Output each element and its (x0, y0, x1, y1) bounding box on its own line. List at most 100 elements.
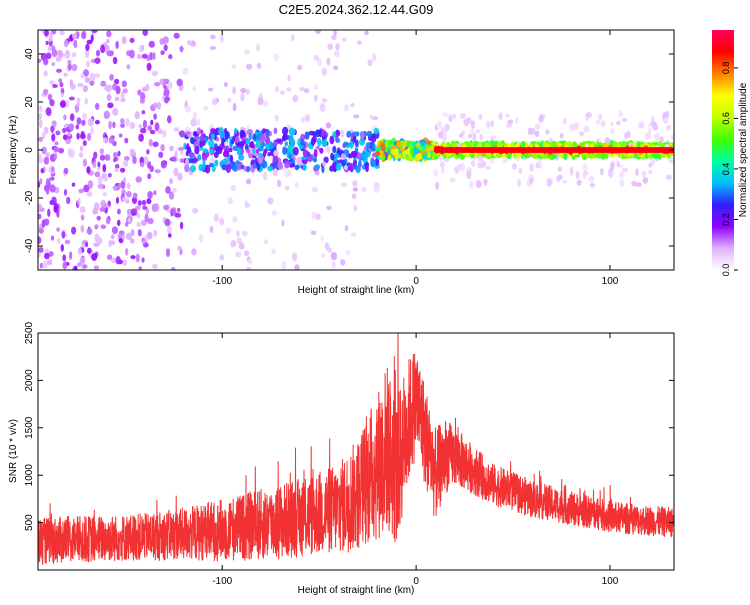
heatmap-cell (442, 112, 449, 117)
heatmap-cell (371, 142, 376, 152)
heatmap-cell (87, 247, 92, 254)
heatmap-cell (50, 125, 55, 133)
colorbar-gradient (712, 30, 734, 270)
heatmap-cell (59, 30, 65, 36)
heatmap-cell (331, 260, 336, 270)
heatmap-cell (239, 129, 246, 138)
colorbar-ticks: 0.0 0.2 0.4 0.6 0.8 (721, 62, 738, 276)
heatmap-cell (575, 170, 580, 180)
heatmap-cell (410, 147, 414, 156)
heatmap-cell (294, 182, 299, 188)
heatmap-cell (330, 252, 338, 261)
heatmap-cell (204, 164, 211, 174)
heatmap-cell (80, 224, 85, 233)
heatmap-cell (582, 171, 587, 180)
heatmap-cell (604, 151, 609, 160)
snr-y-tick-label: 2500 (24, 321, 35, 344)
heatmap-cell (87, 117, 94, 127)
heatmap-cell (236, 147, 242, 156)
heatmap-cell (168, 54, 173, 60)
heatmap-cell (374, 151, 381, 157)
heatmap-cell (96, 215, 101, 221)
heatmap-cell (143, 156, 149, 165)
heatmap-cell (118, 133, 123, 138)
heatmap-cell (175, 212, 182, 218)
heatmap-cell (596, 151, 602, 159)
heatmap-cell (52, 84, 58, 88)
heatmap-cell (130, 255, 136, 260)
heatmap-cell (490, 135, 497, 141)
heatmap-cell (125, 232, 133, 240)
heatmap-cell (356, 40, 362, 45)
heatmap-cell (68, 123, 75, 129)
heatmap-cell (171, 207, 177, 216)
heatmap-cell (246, 178, 252, 185)
heatmap-cell (95, 102, 100, 110)
heatmap-cell (38, 236, 42, 245)
heatmap-cell (121, 80, 127, 88)
heatmap-cell (113, 157, 117, 163)
heatmap-cell (111, 257, 117, 264)
heatmap-cell (454, 165, 460, 174)
heatmap-cell (436, 120, 443, 130)
heatmap-cell (126, 182, 131, 190)
heatmap-cell (468, 180, 474, 190)
heatmap-cell (123, 156, 130, 161)
heatmap-cell (82, 113, 87, 120)
heatmap-cell (147, 191, 153, 199)
heatmap-cell (599, 168, 604, 176)
heatmap-cell (56, 68, 62, 73)
heatmap-cell (219, 217, 225, 226)
heatmap-cell (153, 190, 157, 196)
heatmap-cell (303, 88, 310, 94)
heatmap-cell (466, 117, 472, 125)
heatmap-cell (120, 91, 125, 99)
heatmap-cell (49, 99, 55, 107)
heatmap-cell (75, 124, 80, 130)
heatmap-cell (244, 202, 251, 208)
heatmap-cell (529, 178, 533, 185)
chart-title: C2E5.2024.362.12.44.G09 (279, 2, 434, 17)
heatmap-cell (373, 127, 379, 135)
snr-panel: -100 0 100 500 1000 1500 2000 2500 Height of s… (8, 321, 675, 596)
heatmap-cell (448, 114, 453, 123)
heatmap-cell (579, 131, 585, 136)
heatmap-cell (292, 94, 299, 103)
heatmap-cell (77, 247, 82, 256)
heatmap-cell (314, 164, 321, 170)
heatmap-cell (204, 135, 208, 143)
heatmap-cell (136, 213, 141, 219)
heatmap-cell (294, 164, 300, 171)
heatmap-cell (146, 198, 152, 205)
snr-frame (37, 332, 675, 571)
heatmap-cell (92, 207, 99, 215)
heatmap-cell (475, 128, 481, 134)
heatmap-cell (267, 197, 274, 205)
heatmap-cell (97, 165, 101, 171)
heatmap-cell (83, 184, 90, 193)
heatmap-cell (45, 178, 51, 188)
heatmap-cell (471, 159, 476, 167)
heatmap-cell (366, 130, 373, 138)
heatmap-cell (146, 231, 153, 240)
heatmap-cell (329, 135, 335, 145)
heatmap-cell (441, 134, 447, 143)
heatmap-cell (588, 176, 595, 183)
heatmap-cell (131, 208, 136, 214)
heatmap-cell (153, 229, 158, 237)
heatmap-cell (140, 161, 145, 168)
heatmap-cell (156, 101, 162, 110)
heatmap-cell (189, 137, 195, 144)
heatmap-cell (311, 211, 316, 221)
heatmap-cell (326, 205, 332, 211)
heatmap-cell (117, 233, 124, 239)
heatmap-cell (172, 187, 177, 193)
heatmap-cell (355, 139, 359, 148)
heatmap-cell (292, 252, 298, 262)
heatmap-cell (56, 237, 61, 244)
heatmap-cell (165, 186, 171, 194)
heatmap-cell (235, 251, 242, 258)
heatmap-cell (44, 252, 50, 260)
heatmap-cell (313, 54, 320, 62)
heatmap-cell (56, 49, 63, 57)
